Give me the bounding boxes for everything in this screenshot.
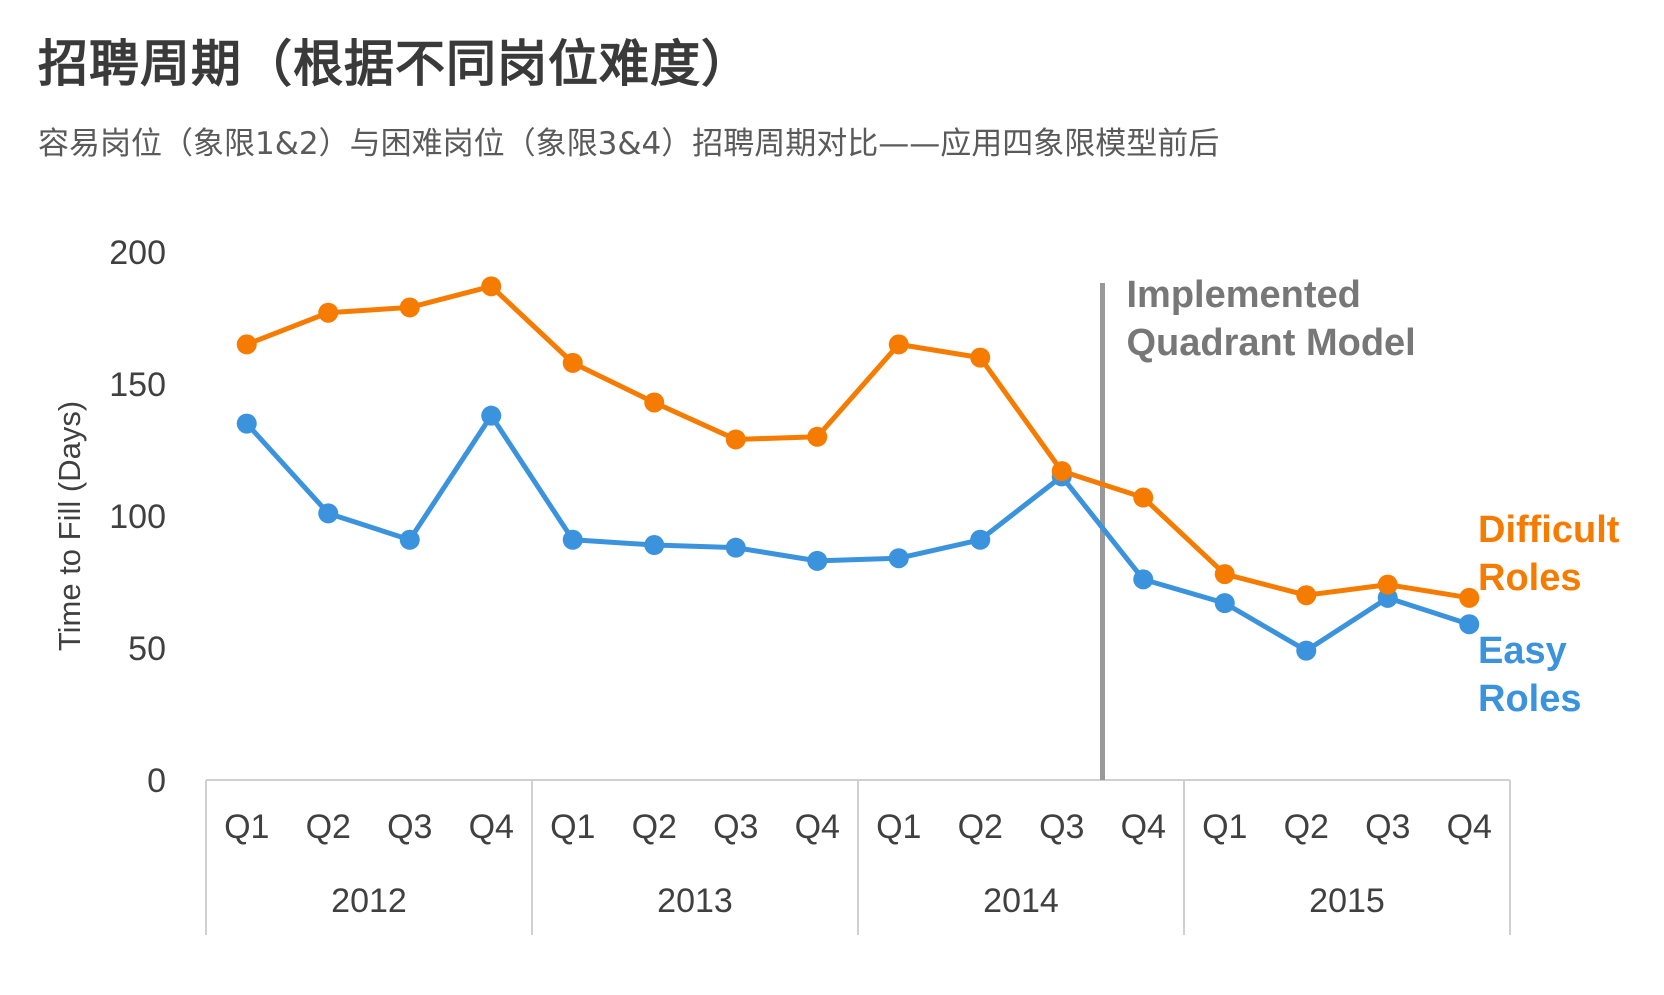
series-label-difficult: Difficult <box>1478 509 1620 551</box>
data-point <box>399 529 420 550</box>
series-line <box>244 283 1472 601</box>
x-tick-label: Q3 <box>387 808 432 846</box>
x-tick-label: Q4 <box>1447 808 1492 846</box>
data-point <box>1214 593 1235 614</box>
data-point <box>644 392 665 413</box>
data-point <box>888 334 909 355</box>
x-tick-label: Q1 <box>550 808 595 846</box>
data-point <box>1214 564 1235 585</box>
x-tick-label: Q1 <box>224 808 269 846</box>
data-point <box>481 405 502 426</box>
x-tick-label: Q1 <box>876 808 921 846</box>
data-point <box>644 535 665 556</box>
data-point <box>236 334 257 355</box>
annotation-label: Quadrant Model <box>1127 322 1416 364</box>
data-point <box>725 537 746 558</box>
data-point <box>807 550 828 571</box>
y-tick-label: 100 <box>109 498 166 536</box>
x-tick-label: Q2 <box>632 808 677 846</box>
series-label-difficult: Roles <box>1478 557 1581 599</box>
data-point <box>1296 585 1317 606</box>
data-point <box>807 426 828 447</box>
data-point <box>1459 614 1480 635</box>
series-label-easy: Roles <box>1478 678 1581 720</box>
x-tick-label: Q4 <box>469 808 514 846</box>
data-point <box>318 302 339 323</box>
page-subtitle: 容易岗位（象限1&2）与困难岗位（象限3&4）招聘周期对比——应用四象限模型前后 <box>38 126 1220 162</box>
data-point <box>1296 640 1317 661</box>
data-point <box>236 413 257 434</box>
data-point <box>725 429 746 450</box>
data-point <box>1133 569 1154 590</box>
x-year-label: 2014 <box>983 882 1059 920</box>
y-axis-label: Time to Fill (Days) <box>52 401 87 651</box>
data-point <box>970 347 991 368</box>
x-year-label: 2013 <box>657 882 733 920</box>
x-tick-label: Q2 <box>958 808 1003 846</box>
x-year-label: 2015 <box>1309 882 1385 920</box>
data-point <box>1377 574 1398 595</box>
x-tick-label: Q4 <box>1121 808 1166 846</box>
data-point <box>562 352 583 373</box>
y-tick-label: 200 <box>109 234 166 272</box>
x-tick-label: Q3 <box>713 808 758 846</box>
data-point <box>562 529 583 550</box>
data-point <box>481 276 502 297</box>
data-point <box>399 297 420 318</box>
data-point <box>1459 587 1480 608</box>
y-tick-label: 0 <box>147 762 166 800</box>
y-tick-label: 150 <box>109 366 166 404</box>
x-year-label: 2012 <box>331 882 407 920</box>
x-tick-label: Q2 <box>1284 808 1329 846</box>
page-title: 招聘周期（根据不同岗位难度） <box>38 35 752 93</box>
series-label-easy: Easy <box>1478 630 1567 672</box>
y-tick-label: 50 <box>128 630 166 668</box>
annotation-label: Implemented <box>1127 274 1361 316</box>
x-tick-label: Q3 <box>1039 808 1084 846</box>
x-tick-label: Q4 <box>795 808 840 846</box>
data-point <box>970 529 991 550</box>
x-tick-label: Q2 <box>306 808 351 846</box>
series-line <box>244 413 1472 654</box>
x-tick-label: Q3 <box>1365 808 1410 846</box>
data-point <box>1133 487 1154 508</box>
data-point <box>318 503 339 524</box>
data-point <box>1051 461 1072 482</box>
x-tick-label: Q1 <box>1202 808 1247 846</box>
data-point <box>888 548 909 569</box>
